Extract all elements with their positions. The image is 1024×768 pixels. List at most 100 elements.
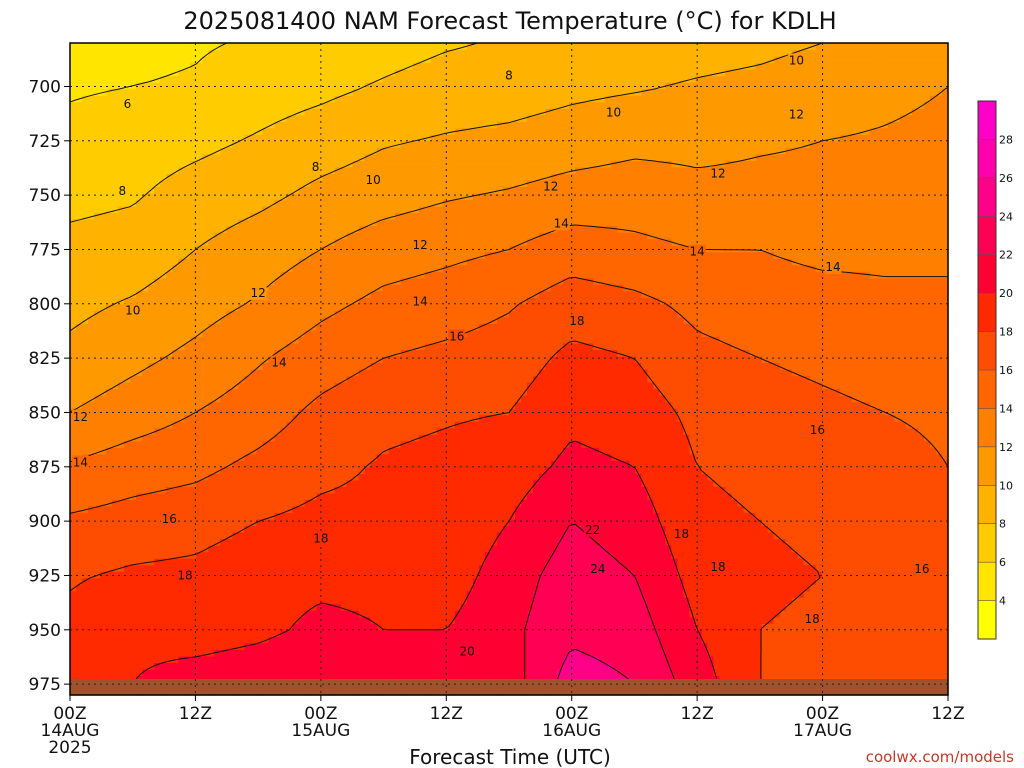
heatmap-cell xyxy=(521,623,528,631)
heatmap-cell xyxy=(887,505,895,514)
heatmap-cell xyxy=(917,636,925,644)
heatmap-cell xyxy=(118,479,125,487)
heatmap-cell xyxy=(196,610,203,618)
heatmap-cell xyxy=(527,590,534,598)
heatmap-cell xyxy=(875,479,883,487)
heatmap-cell xyxy=(515,512,522,520)
heatmap-cell xyxy=(238,512,245,520)
heatmap-cell xyxy=(262,545,270,553)
heatmap-cell xyxy=(298,590,306,598)
heatmap-cell xyxy=(490,636,498,644)
heatmap-cell xyxy=(737,642,745,650)
heatmap-cell xyxy=(76,525,83,533)
heatmap-cell xyxy=(689,597,697,605)
heatmap-cell xyxy=(100,597,107,605)
heatmap-cell xyxy=(88,642,95,650)
heatmap-cell xyxy=(869,668,877,677)
heatmap-cell xyxy=(845,616,853,624)
heatmap-cell xyxy=(250,505,258,514)
heatmap-cell xyxy=(478,525,486,533)
heatmap-cell xyxy=(773,525,781,533)
heatmap-cell xyxy=(184,466,191,474)
heatmap-cell xyxy=(178,603,185,611)
heatmap-cell xyxy=(905,492,913,500)
heatmap-cell xyxy=(232,486,239,494)
heatmap-cell xyxy=(797,486,805,494)
heatmap-cell xyxy=(364,642,372,650)
heatmap-cell xyxy=(496,512,504,520)
heatmap-cell xyxy=(310,473,318,481)
heatmap-cell xyxy=(539,473,546,481)
heatmap-cell xyxy=(827,616,835,624)
heatmap-cell xyxy=(370,473,378,481)
heatmap-cell xyxy=(358,629,366,637)
heatmap-cell xyxy=(899,597,907,605)
heatmap-cell xyxy=(731,571,739,579)
heatmap-cell xyxy=(352,603,360,611)
heatmap-cell xyxy=(406,512,414,520)
heatmap-cell xyxy=(286,642,294,650)
heatmap-cell xyxy=(268,577,276,585)
heatmap-cell xyxy=(923,558,931,566)
heatmap-cell xyxy=(154,473,161,481)
heatmap-cell xyxy=(406,564,414,572)
heatmap-cell xyxy=(821,518,829,527)
heatmap-cell xyxy=(899,486,907,494)
heatmap-cell xyxy=(274,584,282,592)
heatmap-cell xyxy=(629,499,636,507)
heatmap-cell xyxy=(346,499,354,507)
heatmap-cell xyxy=(100,616,107,624)
heatmap-cell xyxy=(731,629,739,637)
heatmap-cell xyxy=(833,492,841,500)
heatmap-cell xyxy=(466,603,474,611)
heatmap-cell xyxy=(833,564,841,572)
heatmap-cell xyxy=(617,512,624,520)
heatmap-cell xyxy=(851,532,859,540)
heatmap-cell xyxy=(923,525,931,533)
heatmap-cell xyxy=(70,616,77,624)
heatmap-cell xyxy=(268,610,276,618)
heatmap-cell xyxy=(364,564,372,572)
heatmap-cell xyxy=(881,518,889,527)
heatmap-cell xyxy=(112,662,119,670)
heatmap-cell xyxy=(743,525,751,533)
heatmap-cell xyxy=(280,551,288,559)
heatmap-cell xyxy=(340,525,348,533)
heatmap-cell xyxy=(322,616,330,624)
heatmap-cell xyxy=(911,629,919,637)
heatmap-cell xyxy=(599,518,606,527)
heatmap-cell xyxy=(821,551,829,559)
heatmap-cell xyxy=(653,518,660,527)
heatmap-cell xyxy=(478,662,486,670)
heatmap-cell xyxy=(166,616,173,624)
heatmap-cell xyxy=(719,525,727,533)
heatmap-cell xyxy=(509,642,516,650)
heatmap-cell xyxy=(376,662,384,670)
heatmap-cell xyxy=(725,649,733,657)
heatmap-cell xyxy=(857,584,865,592)
heatmap-cell xyxy=(286,655,294,663)
heatmap-cell xyxy=(196,525,203,533)
heatmap-cell xyxy=(280,668,288,677)
heatmap-cell xyxy=(791,512,799,520)
heatmap-cell xyxy=(340,597,348,605)
heatmap-cell xyxy=(190,616,197,624)
heatmap-cell xyxy=(394,473,402,481)
heatmap-cell xyxy=(322,492,330,500)
heatmap-cell xyxy=(364,492,372,500)
heatmap-cell xyxy=(454,616,462,624)
heatmap-cell xyxy=(328,649,336,657)
heatmap-cell xyxy=(196,518,203,527)
heatmap-cell xyxy=(749,571,757,579)
heatmap-cell xyxy=(124,668,131,677)
heatmap-cell xyxy=(773,616,781,624)
heatmap-cell xyxy=(442,512,450,520)
heatmap-cell xyxy=(809,636,817,644)
heatmap-cell xyxy=(575,668,582,677)
heatmap-cell xyxy=(881,492,889,500)
heatmap-cell xyxy=(280,584,288,592)
heatmap-cell xyxy=(352,668,360,677)
heatmap-cell xyxy=(911,505,919,514)
heatmap-cell xyxy=(130,649,137,657)
heatmap-cell xyxy=(911,655,919,663)
